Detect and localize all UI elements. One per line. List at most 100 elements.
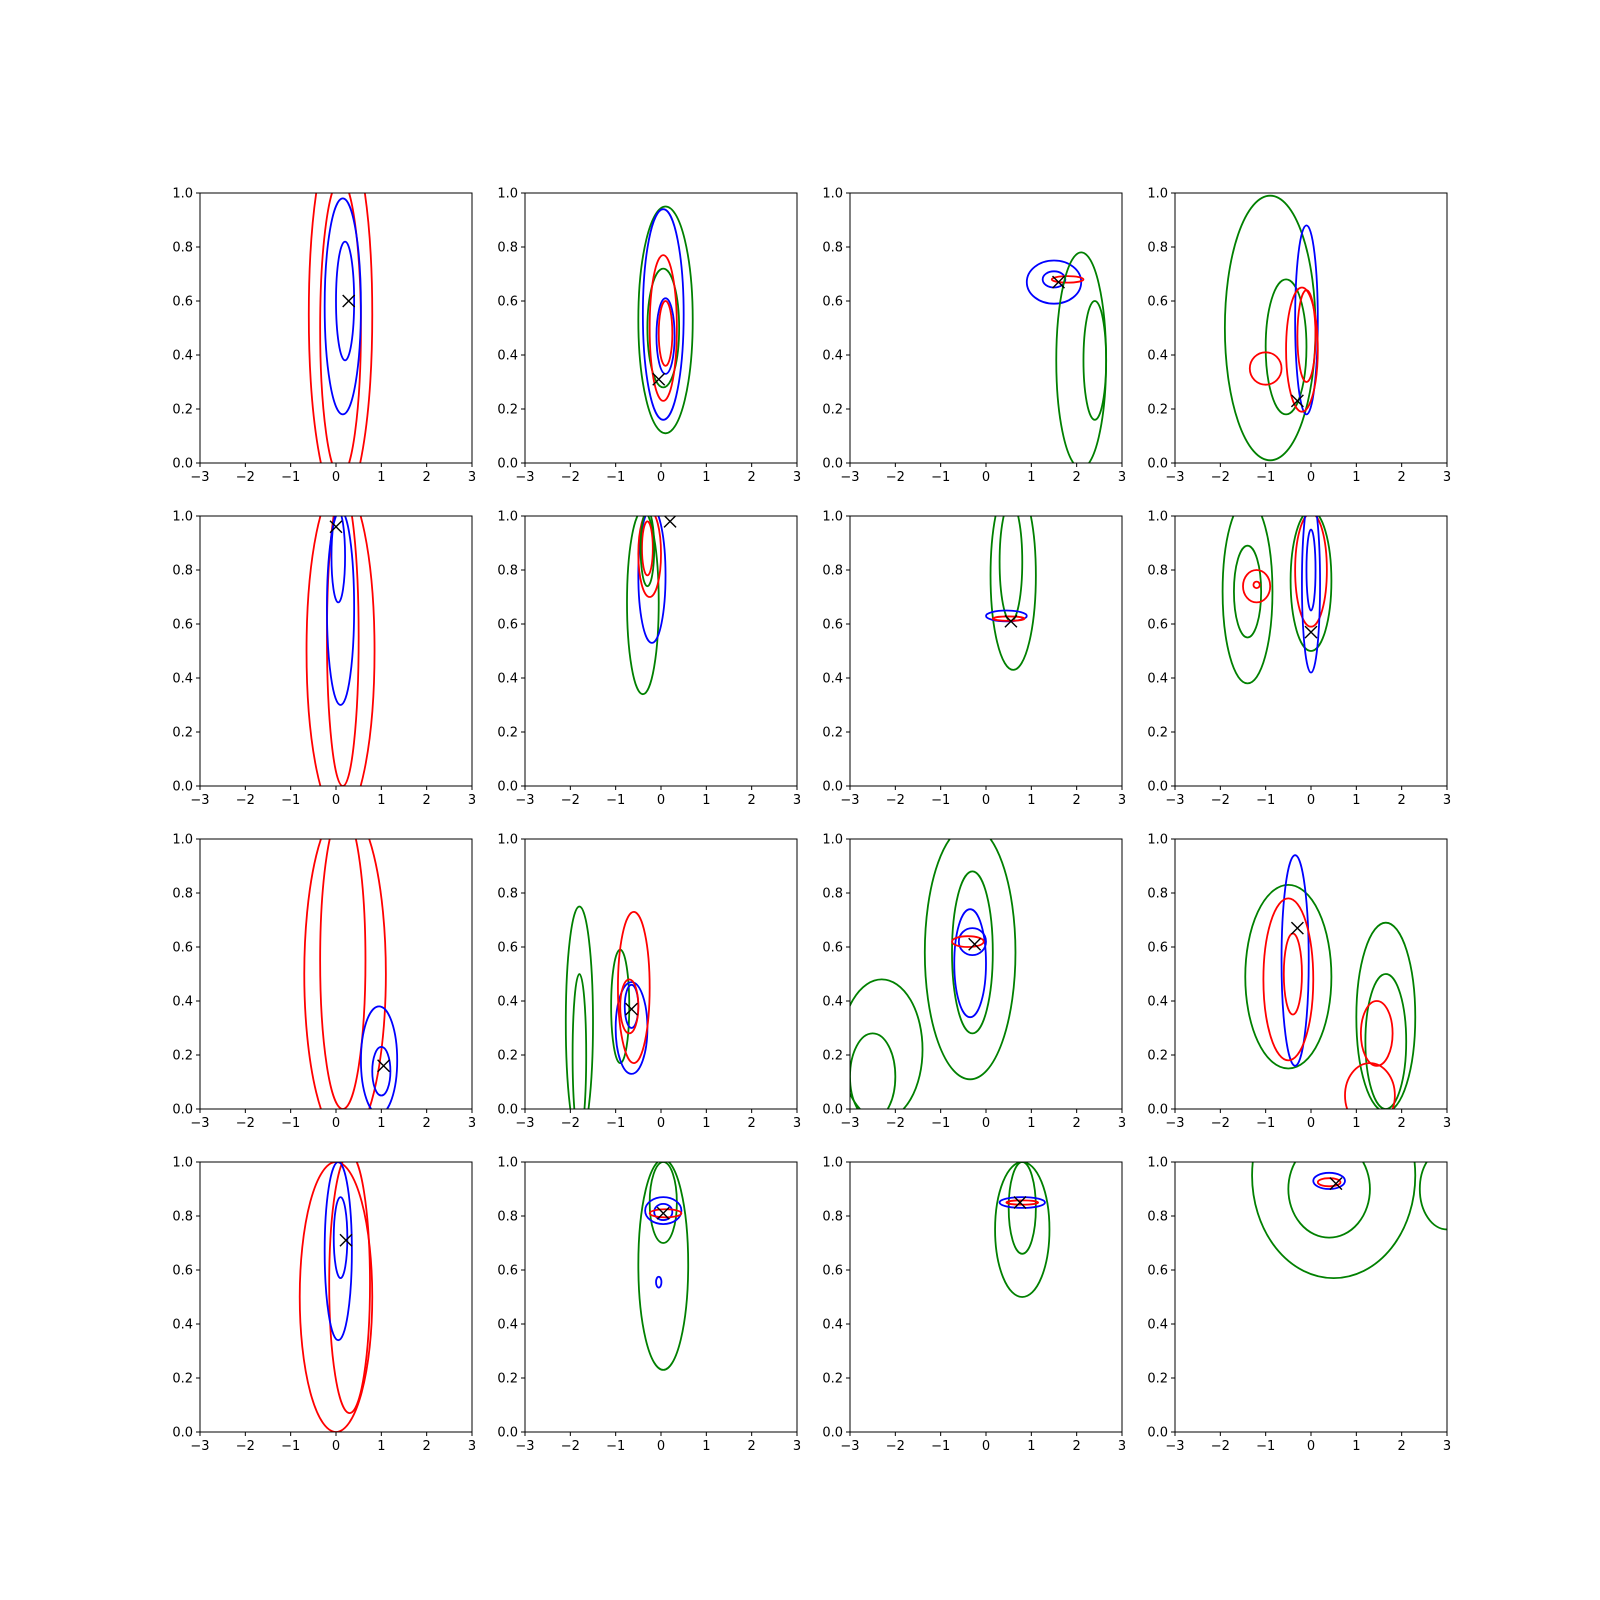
y-tick-label: 0.0 [822,1103,843,1118]
x-tick-label: −3 [840,1439,859,1454]
x-marker-stroke [1329,1177,1343,1191]
green-contour [1289,516,1333,652]
y-tick-label: 1.0 [822,187,843,202]
x-marker [329,520,343,534]
x-tick-label: 0 [982,470,990,485]
x-tick-label: 0 [982,1439,990,1454]
plot-area [1025,251,1108,463]
x-tick-label: 3 [1118,1439,1126,1454]
x-tick-label: −2 [886,1116,905,1131]
y-tick-label: 0.6 [497,1264,518,1279]
x-tick-label: 1 [377,793,385,808]
x-marker-stroke [663,516,677,528]
x-tick-label: 0 [1307,1439,1315,1454]
y-tick-label: 1.0 [1147,1156,1168,1171]
y-tick-label: 1.0 [1147,510,1168,525]
x-tick-label: 1 [702,1116,710,1131]
green-contour [1287,1162,1371,1239]
plot-area [637,1162,690,1371]
blue-contour [644,1196,683,1225]
x-tick-label: −1 [606,470,625,485]
x-tick-label: 1 [702,470,710,485]
plot-area [298,1162,374,1432]
x-tick-label: −2 [886,793,905,808]
x-tick-label: 2 [1073,1116,1081,1131]
x-tick-label: −3 [515,793,534,808]
blue-contour [1280,854,1310,1067]
x-tick-label: −1 [931,1439,950,1454]
x-marker [342,294,356,308]
y-tick-label: 0.0 [822,780,843,795]
x-tick-label: 2 [1398,1116,1406,1131]
x-tick-label: 2 [1398,1439,1406,1454]
y-tick-label: 0.8 [172,1210,193,1225]
y-tick-label: 1.0 [822,833,843,848]
y-tick-label: 1.0 [822,1156,843,1171]
x-tick-label: 3 [468,1116,476,1131]
red-contour [619,978,640,1035]
y-tick-label: 0.2 [172,1049,193,1064]
plot-area [637,205,694,435]
red-contour [319,839,367,1109]
y-tick-label: 0.8 [172,887,193,902]
axes-frame [199,192,473,464]
y-tick-label: 1.0 [172,833,193,848]
y-tick-label: 0.6 [172,1264,193,1279]
y-tick-label: 0.2 [172,726,193,741]
blue-contour [1294,224,1319,416]
plot-area [564,905,651,1109]
x-marker [339,1233,353,1247]
y-tick-label: 0.4 [172,995,193,1010]
red-contour [648,1208,683,1219]
x-tick-label: −1 [1256,470,1275,485]
blue-contour [637,516,667,644]
axes-frame [524,192,798,464]
y-tick-label: 1.0 [1147,833,1168,848]
x-tick-label: −3 [840,470,859,485]
x-tick-label: −3 [515,470,534,485]
y-tick-label: 0.8 [497,241,518,256]
red-contour [637,516,662,598]
red-contour [298,1162,374,1432]
y-tick-label: 0.0 [497,780,518,795]
blue-contour [360,1005,399,1109]
x-tick-label: −1 [281,1439,300,1454]
x-tick-label: −3 [1165,1116,1184,1131]
axes-frame [199,1161,473,1433]
x-tick-label: 2 [423,470,431,485]
x-tick-label: −1 [281,470,300,485]
x-tick-label: 2 [1073,470,1081,485]
y-tick-label: 0.8 [172,241,193,256]
x-tick-label: 3 [793,1439,801,1454]
plot-area [850,839,1017,1109]
x-tick-label: 2 [748,793,756,808]
x-tick-label: −2 [886,1439,905,1454]
x-tick-label: 1 [1027,1439,1035,1454]
x-tick-label: 0 [1307,470,1315,485]
x-tick-label: −2 [236,1116,255,1131]
x-tick-label: 3 [793,470,801,485]
y-tick-label: 0.4 [497,672,518,687]
plot-area [1223,194,1319,462]
red-contour [1050,275,1085,284]
y-tick-label: 0.0 [497,1103,518,1118]
x-tick-label: 2 [1398,793,1406,808]
y-tick-label: 0.0 [1147,457,1168,472]
y-tick-label: 0.0 [822,457,843,472]
subplot-r3c3: −3 −2 −1 0 1 2 3 0.0 0.2 0.4 0.6 0.8 1.0 [822,833,1126,1132]
red-contour [657,300,674,367]
y-tick-label: 0.6 [497,941,518,956]
y-tick-label: 0.8 [497,1210,518,1225]
y-tick-label: 0.6 [1147,618,1168,633]
x-tick-label: −3 [840,793,859,808]
red-contour [1294,516,1328,628]
x-marker [663,516,677,528]
x-tick-label: 3 [1443,470,1451,485]
plot-area [994,1162,1051,1298]
x-tick-label: −2 [236,470,255,485]
green-contour [1264,278,1308,416]
x-marker-stroke [329,520,343,534]
y-tick-label: 0.0 [1147,1426,1168,1441]
red-contour [1242,569,1272,604]
red-contour [305,516,376,786]
